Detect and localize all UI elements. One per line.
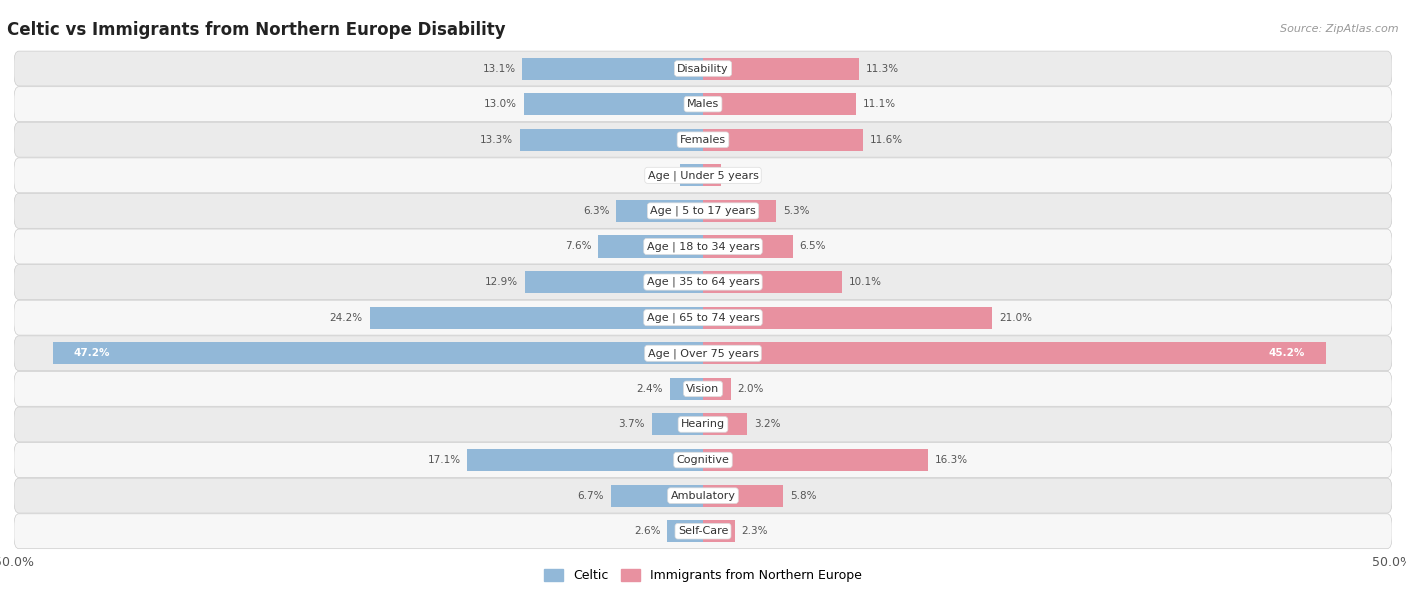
Bar: [703, 414, 747, 436]
Text: 12.9%: 12.9%: [485, 277, 519, 287]
Text: 2.4%: 2.4%: [637, 384, 664, 394]
Text: 6.5%: 6.5%: [800, 242, 825, 252]
Text: 6.7%: 6.7%: [578, 491, 603, 501]
Bar: [703, 93, 856, 115]
Text: 3.2%: 3.2%: [754, 419, 780, 430]
Bar: [703, 129, 863, 151]
Bar: [703, 164, 721, 186]
Bar: [703, 271, 842, 293]
Text: Cognitive: Cognitive: [676, 455, 730, 465]
Text: 13.3%: 13.3%: [479, 135, 513, 144]
Text: Vision: Vision: [686, 384, 720, 394]
Bar: [703, 200, 776, 222]
Text: Age | 65 to 74 years: Age | 65 to 74 years: [647, 312, 759, 323]
Text: Self-Care: Self-Care: [678, 526, 728, 536]
Text: 45.2%: 45.2%: [1268, 348, 1305, 358]
Text: 21.0%: 21.0%: [1000, 313, 1032, 323]
Text: Disability: Disability: [678, 64, 728, 73]
FancyBboxPatch shape: [14, 51, 1392, 86]
Bar: [703, 520, 735, 542]
Text: 6.3%: 6.3%: [583, 206, 609, 216]
Bar: [599, 236, 703, 258]
Text: 2.0%: 2.0%: [738, 384, 763, 394]
Bar: [652, 414, 703, 436]
Text: 5.8%: 5.8%: [790, 491, 817, 501]
Bar: [668, 520, 703, 542]
FancyBboxPatch shape: [14, 514, 1392, 549]
Legend: Celtic, Immigrants from Northern Europe: Celtic, Immigrants from Northern Europe: [540, 564, 866, 587]
Text: Females: Females: [681, 135, 725, 144]
Text: Age | 18 to 34 years: Age | 18 to 34 years: [647, 241, 759, 252]
Text: 11.6%: 11.6%: [870, 135, 903, 144]
Bar: [523, 58, 703, 80]
Bar: [467, 449, 703, 471]
Bar: [703, 236, 793, 258]
Bar: [703, 449, 928, 471]
Text: 11.3%: 11.3%: [866, 64, 898, 73]
Bar: [703, 485, 783, 507]
Text: 2.3%: 2.3%: [741, 526, 768, 536]
Text: Source: ZipAtlas.com: Source: ZipAtlas.com: [1281, 24, 1399, 34]
Text: 3.7%: 3.7%: [619, 419, 645, 430]
FancyBboxPatch shape: [14, 336, 1392, 371]
Text: 7.6%: 7.6%: [565, 242, 592, 252]
Text: 5.3%: 5.3%: [783, 206, 810, 216]
Bar: [52, 342, 703, 364]
FancyBboxPatch shape: [14, 300, 1392, 335]
Bar: [520, 129, 703, 151]
Bar: [669, 378, 703, 400]
FancyBboxPatch shape: [14, 158, 1392, 193]
Bar: [703, 342, 1326, 364]
Bar: [616, 200, 703, 222]
Text: Age | Under 5 years: Age | Under 5 years: [648, 170, 758, 181]
Text: 1.7%: 1.7%: [647, 170, 672, 181]
Text: 17.1%: 17.1%: [427, 455, 461, 465]
Text: Age | Over 75 years: Age | Over 75 years: [648, 348, 758, 359]
Text: 24.2%: 24.2%: [329, 313, 363, 323]
Text: 11.1%: 11.1%: [863, 99, 896, 109]
Bar: [524, 93, 703, 115]
Text: 2.6%: 2.6%: [634, 526, 661, 536]
FancyBboxPatch shape: [14, 264, 1392, 299]
FancyBboxPatch shape: [14, 478, 1392, 513]
Bar: [610, 485, 703, 507]
Text: Hearing: Hearing: [681, 419, 725, 430]
FancyBboxPatch shape: [14, 442, 1392, 477]
FancyBboxPatch shape: [14, 229, 1392, 264]
FancyBboxPatch shape: [14, 193, 1392, 228]
Text: 47.2%: 47.2%: [73, 348, 110, 358]
Bar: [370, 307, 703, 329]
Text: Ambulatory: Ambulatory: [671, 491, 735, 501]
Bar: [703, 307, 993, 329]
Text: 16.3%: 16.3%: [935, 455, 967, 465]
Text: 1.3%: 1.3%: [728, 170, 754, 181]
Bar: [703, 378, 731, 400]
Text: Age | 35 to 64 years: Age | 35 to 64 years: [647, 277, 759, 288]
FancyBboxPatch shape: [14, 371, 1392, 406]
Text: 13.1%: 13.1%: [482, 64, 516, 73]
Text: Celtic vs Immigrants from Northern Europe Disability: Celtic vs Immigrants from Northern Europ…: [7, 21, 506, 39]
FancyBboxPatch shape: [14, 87, 1392, 122]
Bar: [679, 164, 703, 186]
Text: Males: Males: [688, 99, 718, 109]
Text: Age | 5 to 17 years: Age | 5 to 17 years: [650, 206, 756, 216]
Bar: [703, 58, 859, 80]
FancyBboxPatch shape: [14, 122, 1392, 157]
Text: 10.1%: 10.1%: [849, 277, 882, 287]
Bar: [526, 271, 703, 293]
Text: 13.0%: 13.0%: [484, 99, 517, 109]
FancyBboxPatch shape: [14, 407, 1392, 442]
